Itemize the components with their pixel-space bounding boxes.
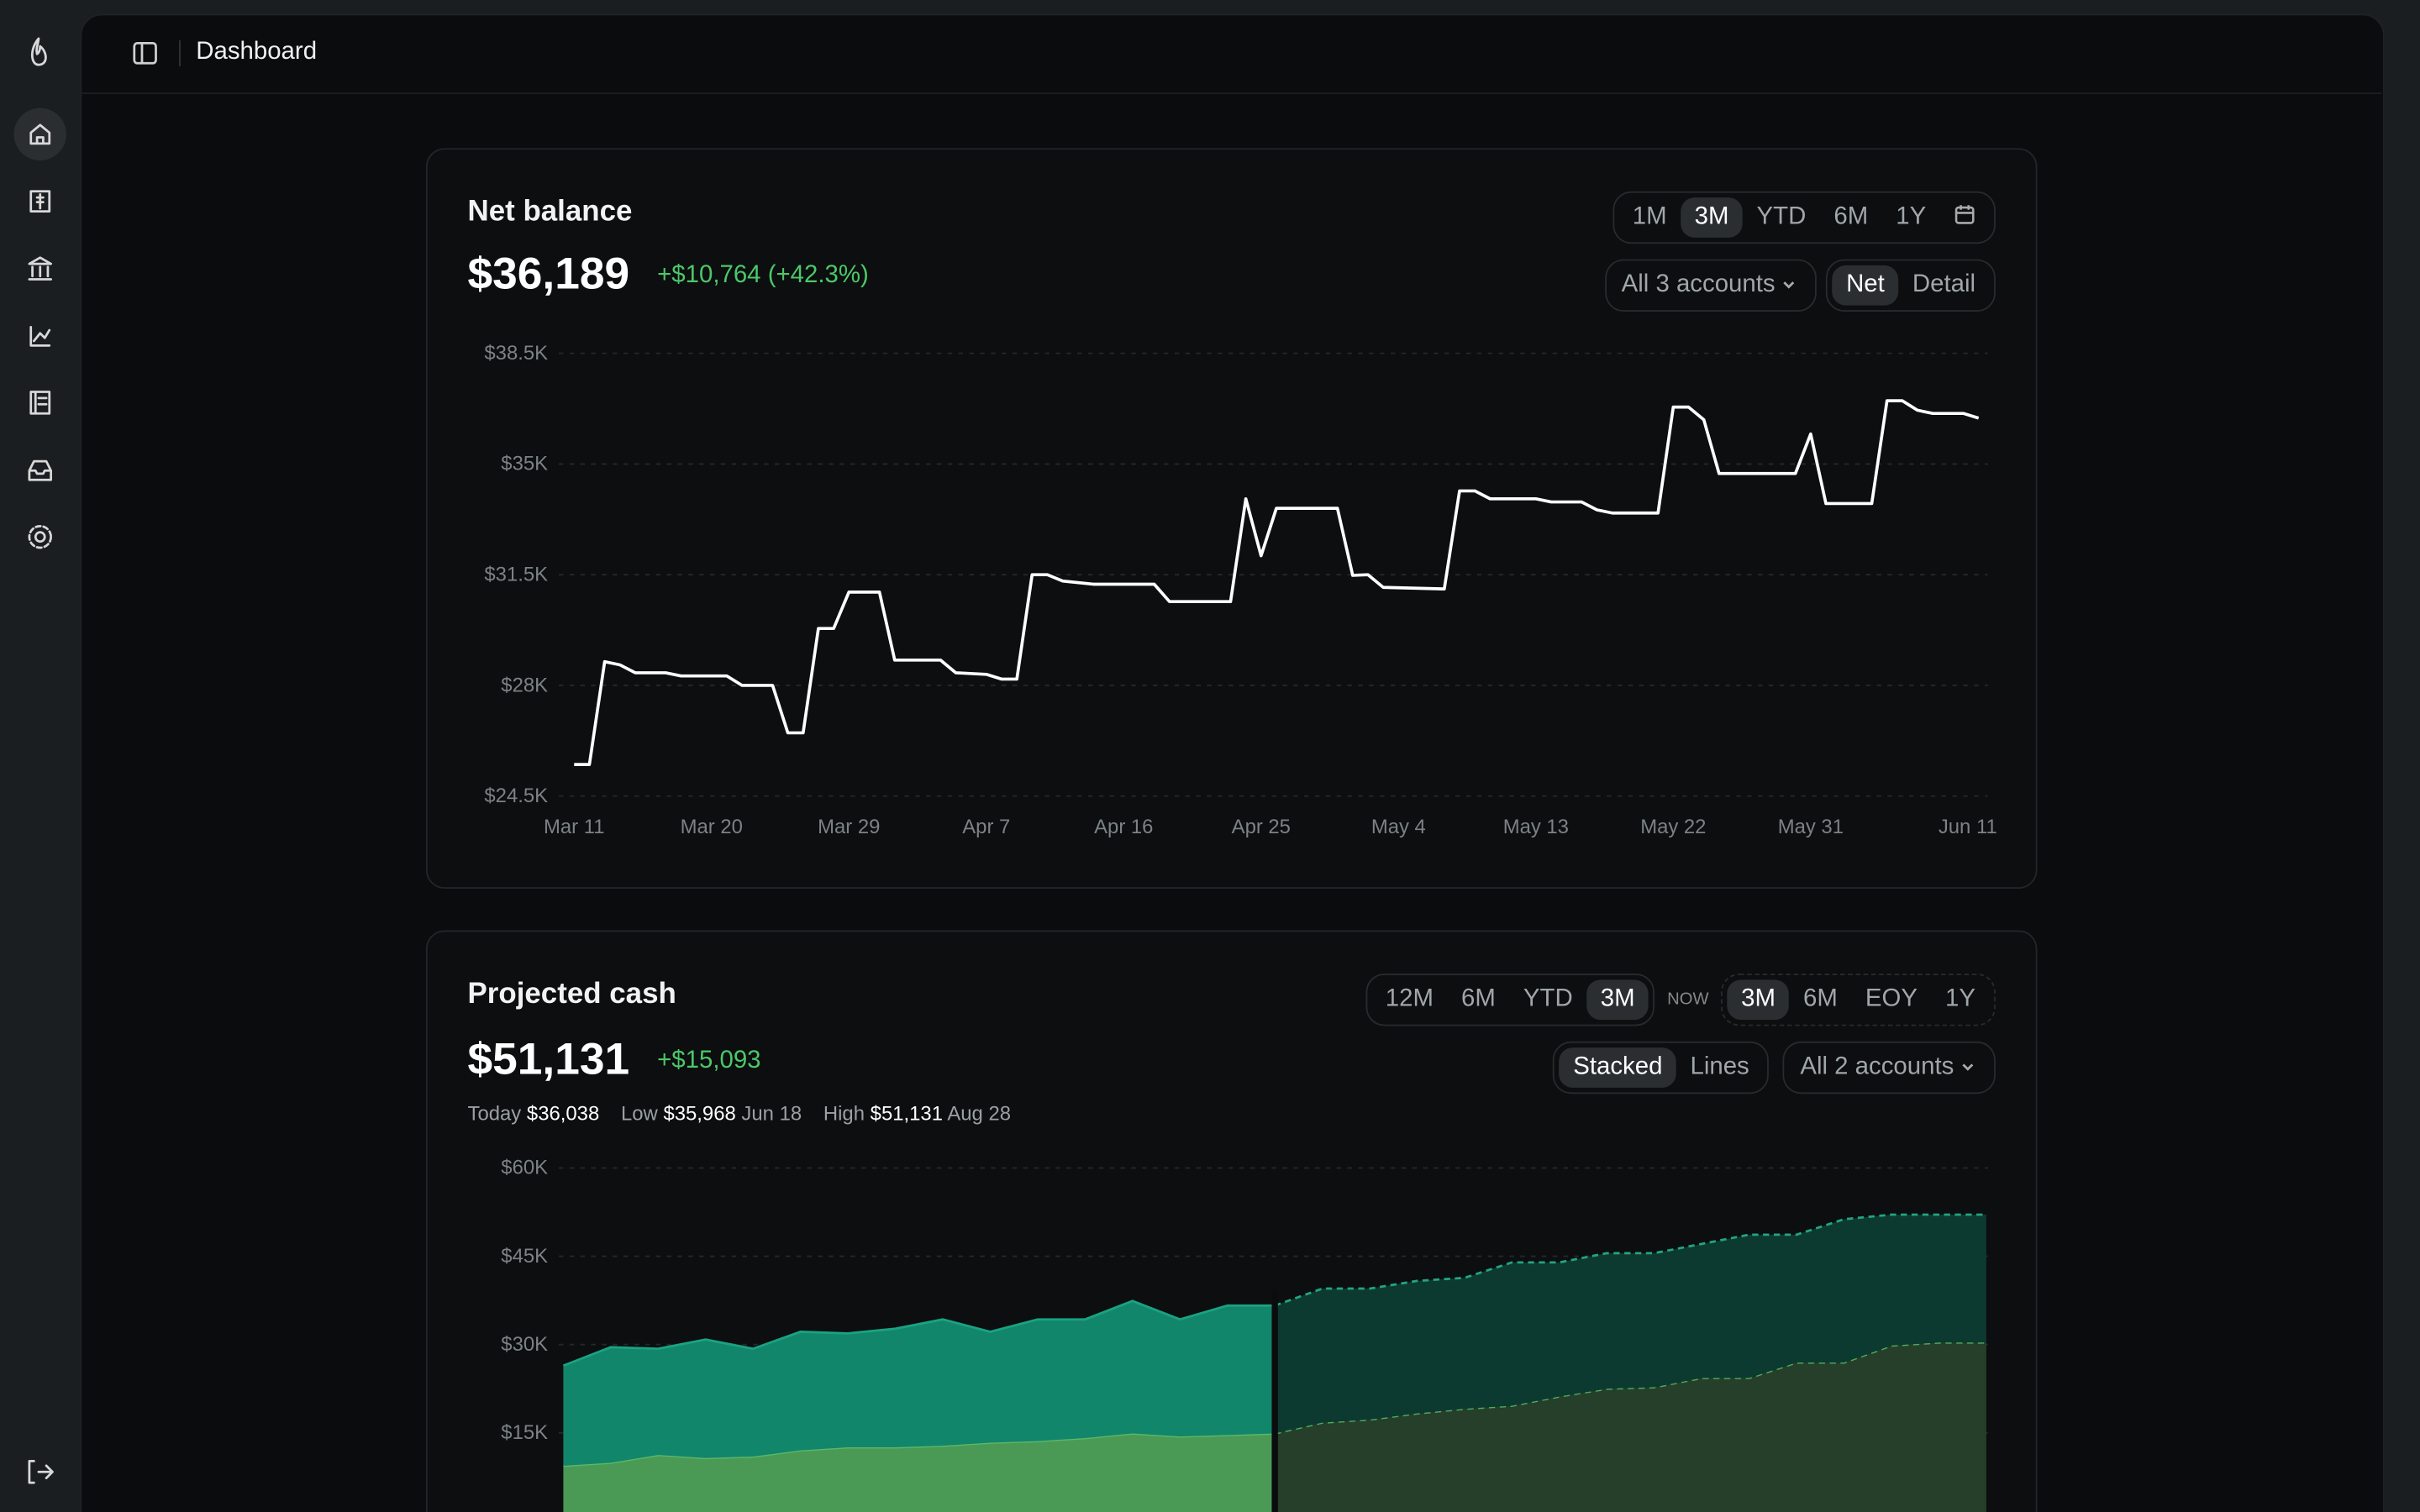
stat-date: Jun 18 [741,1101,802,1125]
toggle-button[interactable]: 1Y [1945,985,1976,1012]
nav-accounts[interactable] [28,256,52,281]
stat-value: $35,968 [663,1101,736,1125]
view-group: Net Detail [1826,259,1996,312]
nav-inbox[interactable] [28,459,52,481]
toggle-button[interactable]: 3M [1586,979,1649,1021]
toggle-button[interactable]: 1M [1632,203,1667,230]
stat-value: $51,131 [870,1101,943,1125]
stat: High $51,131 Aug 28 [823,1101,1011,1125]
toggle-button[interactable]: EOY [1865,985,1918,1012]
toggle-button[interactable]: 1Y [1896,203,1927,230]
card-title: Net balance [467,196,633,228]
toggle-button[interactable]: Detail [1912,271,1976,298]
toggle-button[interactable]: 3M [1727,979,1790,1021]
card-title: Projected cash [467,978,676,1011]
sidebar [13,37,66,1484]
nav-selected [13,108,66,161]
toggle-button[interactable]: 3M [1681,197,1744,238]
toggle-button[interactable]: YTD [1756,203,1807,230]
forecast-group: 3M 6M EOY 1Y [1721,973,1996,1026]
stat-label: Today [467,1101,522,1125]
stat-value: $36,038 [526,1101,600,1125]
logout[interactable] [28,1460,54,1484]
sidebar-toggle[interactable] [131,40,159,68]
stat-label: Low [620,1101,658,1125]
accounts-label: All 3 accounts [1621,271,1776,298]
topbar: Dashboard [80,14,2382,95]
toggle-button[interactable]: Net [1832,265,1899,306]
toggle-button[interactable]: 12M [1385,985,1434,1012]
stat-date: Aug 28 [947,1101,1012,1125]
stats: Today $36,038 Low $35,968 Jun 18 High $51,… [468,1101,1033,1125]
accounts-dropdown[interactable]: All 3 accounts [1604,259,1818,312]
projected-cash-card: Projected cash $51,131 +$15,093 Today $36… [425,930,2038,1512]
calendar-button[interactable] [1940,197,1990,239]
change: +$15,093 [657,1047,761,1074]
range-group: 1M 3M YTD 6M 1Y [1612,191,1996,244]
net-balance-card: Net balance $36,189 +$10,764 (+42.3%) 1M 3… [425,148,2038,889]
stat: Today $36,038 [468,1101,600,1125]
toggle-button[interactable]: 6M [1803,985,1838,1012]
nav-budget[interactable] [29,391,51,415]
accounts-label: All 2 accounts [1800,1053,1954,1080]
nav-home[interactable] [29,123,51,145]
stat-label: High [823,1101,865,1125]
change: +$10,764 (+42.3%) [657,261,869,288]
logo [30,37,47,66]
nav-transactions[interactable] [29,190,51,213]
stat: Low $35,968 Jun 18 [621,1101,802,1125]
toggle-button[interactable]: YTD [1523,985,1573,1012]
now-label: NOW [1667,990,1709,1010]
nav-settings[interactable] [34,531,46,543]
toggle-button[interactable]: 6M [1833,203,1869,230]
projected-value: $51,131 [467,1035,630,1085]
history-group: 12M 6M YTD 3M [1365,973,1655,1026]
mode-group: Stacked Lines [1553,1041,1770,1095]
toggle-button[interactable]: Stacked [1559,1047,1676,1088]
accounts-dropdown[interactable]: All 2 accounts [1783,1041,1996,1095]
toggle-button[interactable]: Lines [1690,1053,1749,1080]
page-title: Dashboard [196,38,318,66]
toggle-button[interactable]: 6M [1461,985,1496,1012]
nav-reports[interactable] [29,326,51,347]
balance: $36,189 [467,249,630,300]
